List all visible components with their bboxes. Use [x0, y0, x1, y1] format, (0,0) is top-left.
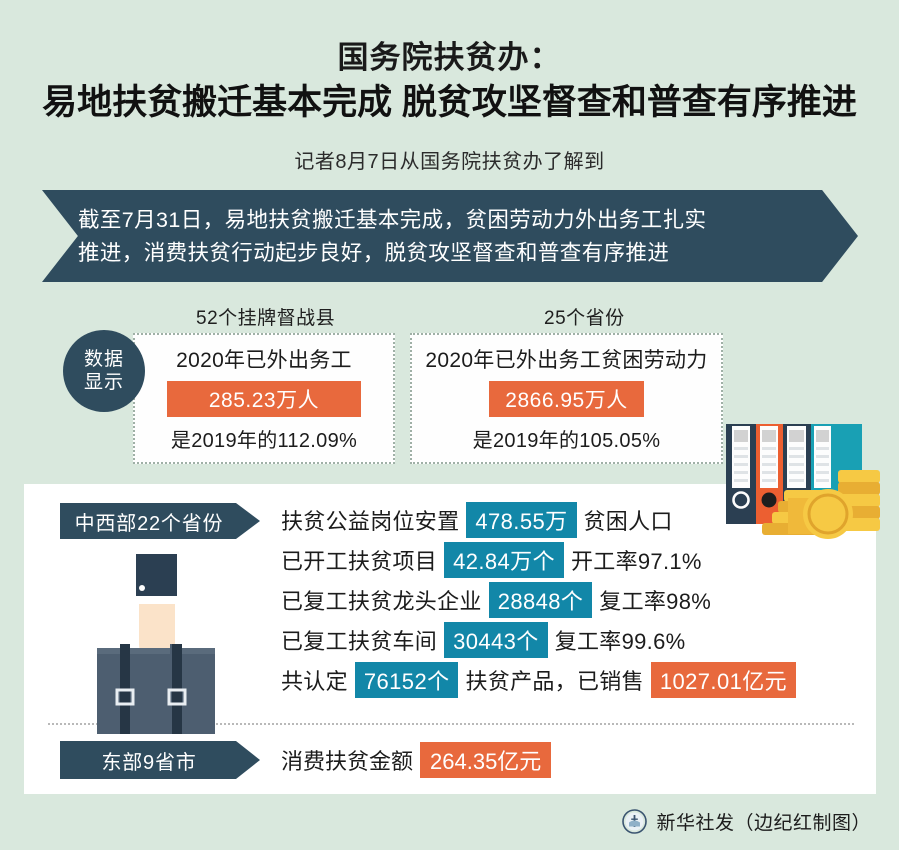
row-1-value: 42.84万个 — [444, 542, 564, 578]
row-0-prefix: 扶贫公益岗位安置 — [281, 509, 460, 534]
bottom-row-value: 264.35亿元 — [420, 742, 552, 778]
card-a-highlight: 285.23万人 — [166, 381, 362, 417]
table-row: 已复工扶贫车间 30443个 复工率99.6% — [281, 620, 861, 660]
xinhua-logo-icon — [622, 809, 648, 834]
tag-east-provinces: 东部9省市 — [60, 741, 260, 779]
row-1-prefix: 已开工扶贫项目 — [281, 549, 438, 574]
table-row: 已开工扶贫项目 42.84万个 开工率97.1% — [281, 540, 861, 580]
table-row: 扶贫公益岗位安置 478.55万 贫困人口 — [281, 500, 861, 540]
hand-holding-briefcase-icon — [60, 548, 260, 734]
banner-text: 截至7月31日，易地扶贫搬迁基本完成，贫困劳动力外出务工扎实 推进，消费扶贫行动… — [78, 197, 823, 277]
banner-line-1: 截至7月31日，易地扶贫搬迁基本完成，贫困劳动力外出务工扎实 — [78, 208, 707, 232]
row-4-value: 76152个 — [354, 662, 459, 698]
bottom-row-prefix: 消费扶贫金额 — [281, 749, 414, 774]
row-3-suffix: 复工率99.6% — [554, 629, 686, 654]
table-row: 已复工扶贫龙头企业 28848个 复工率98% — [281, 580, 861, 620]
table-row: 共认定 76152个 扶贫产品，已销售 1027.01亿元 — [281, 660, 861, 700]
binder-folders-icon — [706, 424, 899, 542]
page-subtitle: 记者8月7日从国务院扶贫办了解到 — [294, 151, 605, 173]
bottom-data-row: 消费扶贫金额 264.35亿元 — [281, 742, 552, 778]
row-3-value: 30443个 — [444, 622, 548, 658]
data-rows-list: 扶贫公益岗位安置 478.55万 贫困人口 已开工扶贫项目 42.84万个 开工… — [281, 500, 861, 700]
data-shows-badge: 数据 显示 — [63, 330, 145, 412]
row-2-prefix: 已复工扶贫龙头企业 — [281, 589, 482, 614]
title-line-1: 国务院扶贫办： — [337, 40, 562, 75]
row-3-prefix: 已复工扶贫车间 — [281, 629, 438, 654]
row-4-value-2: 1027.01亿元 — [650, 662, 797, 698]
card-a-line-1: 2020年已外出务工 — [176, 349, 352, 372]
stat-card-provinces: 2020年已外出务工贫困劳动力 2866.95万人 是2019年的105.05% — [410, 333, 723, 464]
row-1-suffix: 开工率97.1% — [570, 549, 702, 574]
card-a-line-3: 是2019年的112.09% — [170, 430, 358, 452]
row-4-prefix: 共认定 — [281, 669, 348, 694]
card-label-provinces: 25个省份 — [544, 308, 625, 329]
tag-central-west-provinces: 中西部22个省份 — [60, 503, 260, 539]
row-0-value: 478.55万 — [466, 502, 577, 538]
banner-ribbon-shape — [42, 190, 858, 282]
title-line-2: 易地扶贫搬迁基本完成 脱贫攻坚督查和普查有序推进 — [42, 83, 857, 122]
card-label-counties: 52个挂牌督战县 — [196, 308, 336, 329]
footer-credit-text: 新华社发（边纪红制图） — [656, 813, 871, 834]
row-0-suffix: 贫困人口 — [583, 509, 673, 534]
card-b-line-3: 是2019年的105.05% — [472, 430, 661, 452]
card-b-line-1: 2020年已外出务工贫困劳动力 — [425, 349, 708, 372]
row-2-suffix: 复工率98% — [599, 589, 712, 614]
page-title: 国务院扶贫办： 易地扶贫搬迁基本完成 脱贫攻坚督查和普查有序推进 — [0, 38, 899, 126]
badge-line-1: 数据 — [83, 349, 124, 370]
banner-line-2: 推进，消费扶贫行动起步良好，脱贫攻坚督查和普查有序推进 — [78, 241, 670, 265]
panel-divider — [48, 723, 854, 725]
card-b-highlight: 2866.95万人 — [489, 381, 644, 417]
badge-line-2: 显示 — [83, 372, 124, 393]
footer-credit: 新华社发（边纪红制图） — [622, 808, 871, 835]
row-2-value: 28848个 — [488, 582, 593, 618]
row-4-suffix: 扶贫产品，已销售 — [465, 669, 644, 694]
stat-card-counties: 2020年已外出务工 285.23万人 是2019年的112.09% — [133, 333, 395, 464]
